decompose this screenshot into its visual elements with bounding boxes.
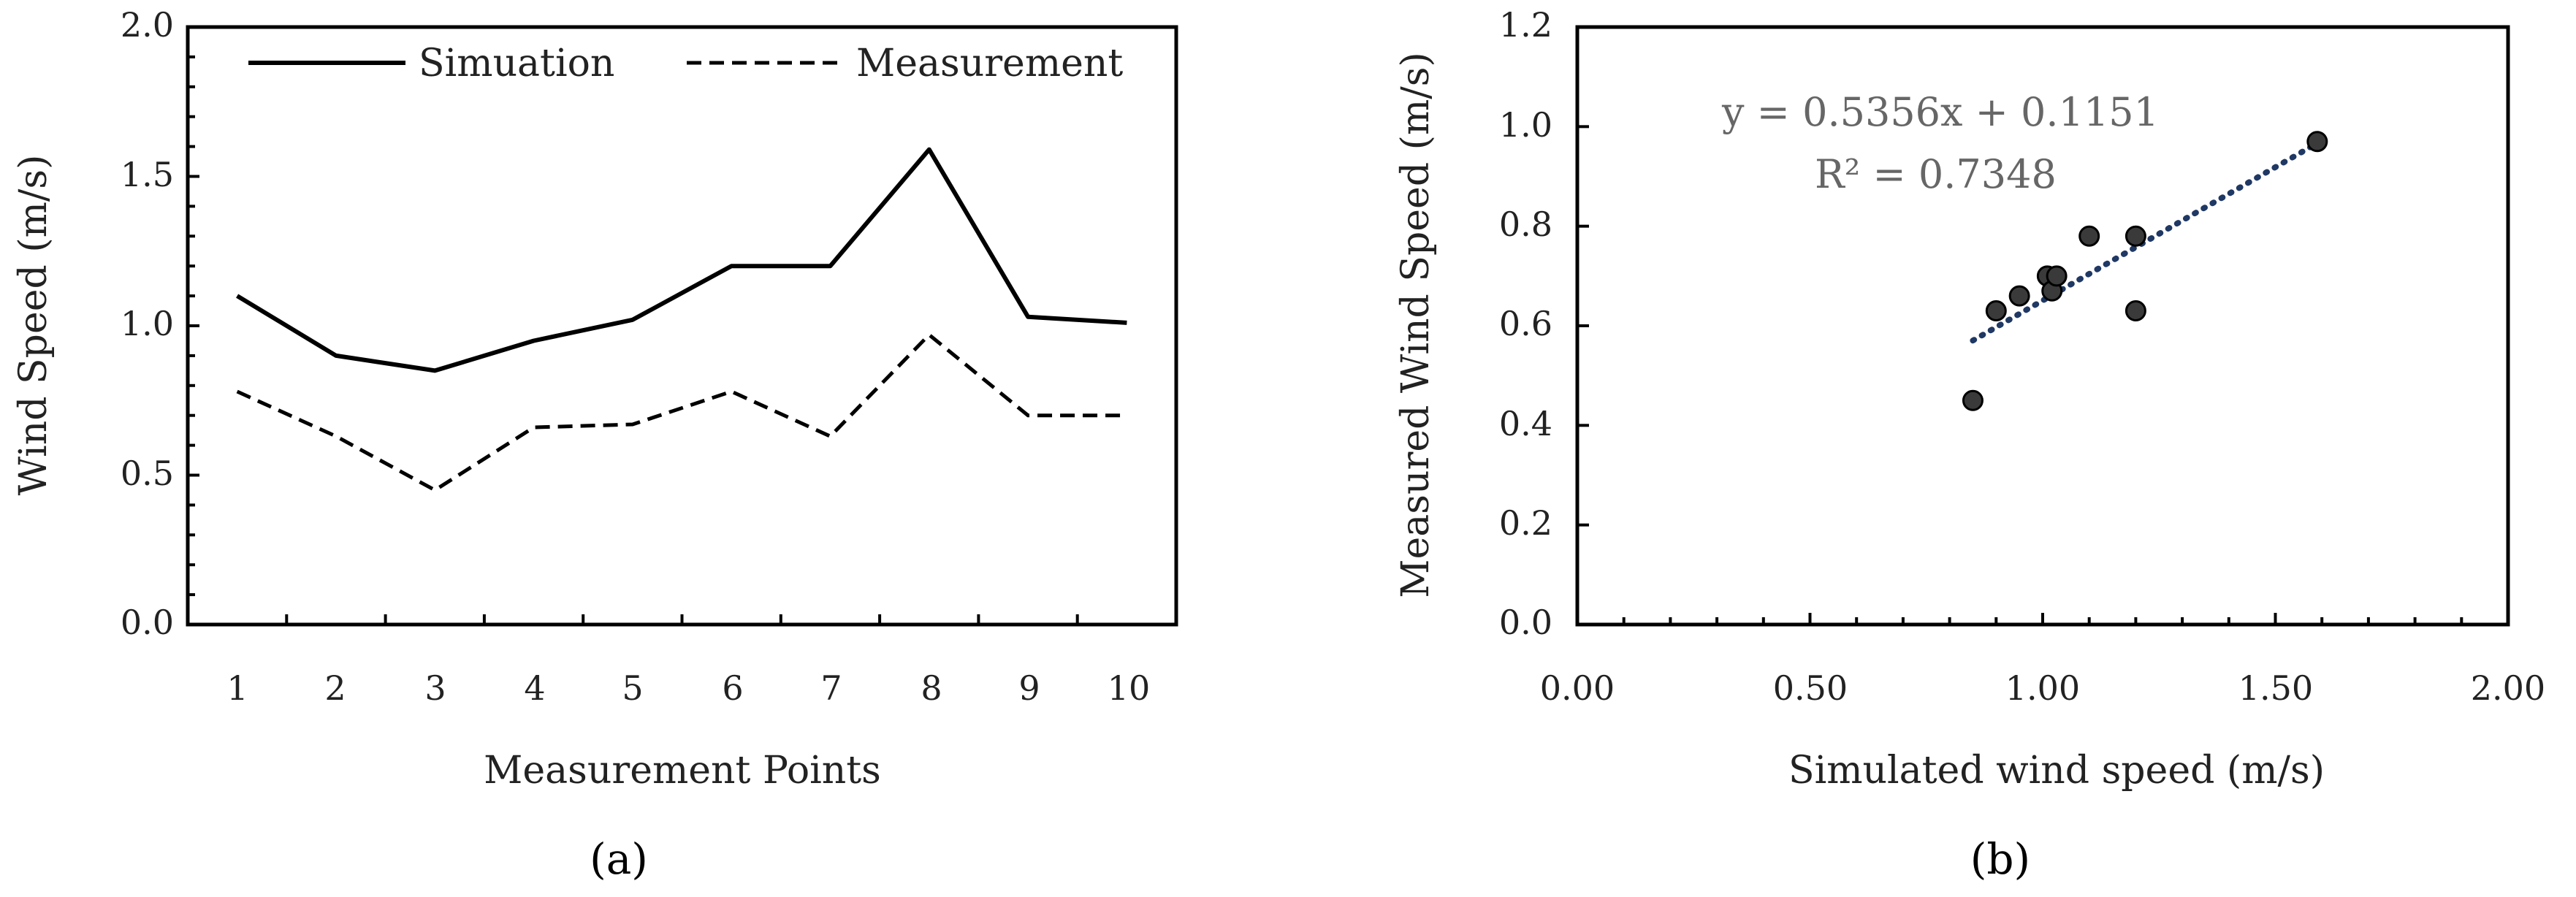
trendline-equation: y = 0.5356x + 0.1151 — [1721, 89, 2159, 135]
chart-a: 0.0 0.5 1.0 1.5 2.0 1 2 3 4 5 6 7 8 9 10… — [12, 5, 1178, 884]
chart-a-y-tick-label: 1.0 — [121, 304, 174, 343]
scatter-point — [2125, 225, 2146, 247]
chart-a-panel-label: (a) — [590, 834, 648, 884]
legend-label-measurement: Measurement — [856, 42, 1123, 85]
chart-a-x-tick-label: 1 — [226, 668, 248, 708]
chart-a-x-tick-label: 2 — [324, 668, 346, 708]
chart-a-x-tick-label: 7 — [820, 668, 842, 708]
scatter-point — [2306, 131, 2328, 153]
series-line-simuation — [236, 147, 1127, 373]
chart-b-y-tick-label: 1.0 — [1499, 105, 1552, 145]
chart-a-x-tick-label: 10 — [1108, 668, 1151, 708]
chart-a-y-tick-label: 1.5 — [121, 155, 174, 194]
chart-a-x-axis-title: Measurement Points — [484, 749, 881, 793]
chart-a-x-tick-label: 8 — [921, 668, 942, 708]
chart-a-legend: Simuation Measurement — [248, 42, 1123, 85]
chart-a-x-tick-label: 5 — [622, 668, 643, 708]
chart-a-x-tick-label: 6 — [722, 668, 743, 708]
scatter-points — [1962, 131, 2328, 411]
scatter-point — [2046, 265, 2068, 287]
chart-a-x-tick-marks — [285, 614, 1079, 625]
chart-b-y-axis-title: Measured Wind Speed (m/s) — [1394, 52, 1438, 598]
chart-a-x-tick-label: 4 — [524, 668, 545, 708]
chart-a-x-tick-labels: 1 2 3 4 5 6 7 8 9 10 — [226, 668, 1150, 708]
chart-a-x-tick-label: 9 — [1018, 668, 1040, 708]
series-line-measurement — [236, 332, 1127, 492]
chart-a-y-tick-label: 0.5 — [121, 454, 174, 493]
chart-b-y-tick-label: 0.0 — [1499, 603, 1552, 642]
trendline — [1970, 140, 2320, 344]
chart-b-y-tick-label: 0.4 — [1499, 404, 1552, 443]
chart-a-y-tick-marks — [188, 26, 199, 626]
chart-b-y-tick-label: 0.6 — [1499, 304, 1552, 343]
scatter-point — [1985, 300, 2007, 322]
chart-b-x-tick-label: 2.00 — [2471, 668, 2545, 708]
chart-b-x-tick-labels: 0.00 0.50 1.00 1.50 2.00 — [1540, 668, 2545, 708]
chart-b-x-axis-title: Simulated wind speed (m/s) — [1788, 749, 2325, 793]
chart-b-x-tick-label: 1.00 — [2005, 668, 2080, 708]
chart-b-x-tick-marks — [1576, 613, 2510, 625]
chart-a-y-tick-label: 0.0 — [121, 603, 174, 642]
chart-b-y-tick-labels: 0.0 0.2 0.4 0.6 0.8 1.0 1.2 — [1499, 5, 1552, 642]
r-squared-value: R² = 0.7348 — [1815, 151, 2057, 197]
chart-b-y-tick-label: 1.2 — [1499, 5, 1552, 45]
chart-b-y-tick-label: 0.2 — [1499, 503, 1552, 543]
chart-a-y-tick-label: 2.0 — [121, 5, 174, 45]
chart-a-plot-frame — [186, 25, 1178, 627]
chart-a-y-tick-labels: 0.0 0.5 1.0 1.5 2.0 — [121, 5, 174, 642]
scatter-point — [2008, 285, 2030, 307]
chart-a-x-tick-label: 3 — [424, 668, 446, 708]
chart-b-x-tick-label: 0.00 — [1540, 668, 1615, 708]
chart-b-y-tick-label: 0.8 — [1499, 205, 1552, 244]
scatter-point — [2078, 225, 2100, 247]
chart-b-panel-label: (b) — [1970, 834, 2030, 884]
scatter-point — [1962, 389, 1984, 411]
chart-b: 0.0 0.2 0.4 0.6 0.8 1.0 1.2 0.00 0.50 1.… — [1394, 5, 2545, 884]
chart-b-x-tick-label: 0.50 — [1773, 668, 1848, 708]
chart-b-y-tick-marks — [1577, 26, 1589, 626]
chart-a-y-axis-title: Wind Speed (m/s) — [12, 155, 56, 496]
scatter-point — [2125, 300, 2146, 322]
legend-label-simuation: Simuation — [419, 42, 614, 85]
chart-b-x-tick-label: 1.50 — [2238, 668, 2313, 708]
